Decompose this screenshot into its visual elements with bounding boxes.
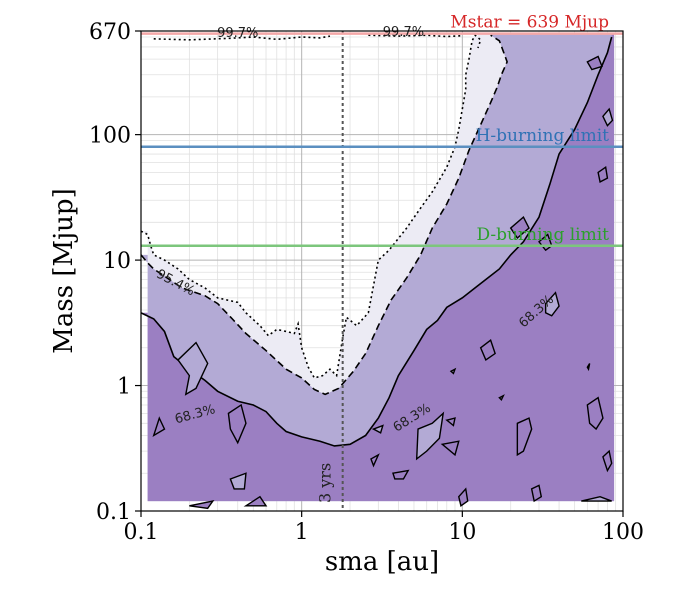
y-tick-label: 1 xyxy=(117,375,131,400)
contour-island xyxy=(602,107,614,127)
contour-line-68-3pct xyxy=(141,36,613,447)
y-tick-label: 670 xyxy=(89,20,131,45)
contour-regions xyxy=(141,33,615,502)
x-tick-label: 100 xyxy=(602,520,644,545)
contour-island xyxy=(516,417,533,457)
contour-island xyxy=(509,216,530,240)
x-axis-label: sma [au] xyxy=(325,547,439,577)
contour-island xyxy=(479,339,496,361)
contour-island xyxy=(440,440,460,457)
contour-line-99-7pct-top xyxy=(153,35,331,41)
contour-island xyxy=(530,484,543,503)
y-tick-label: 100 xyxy=(89,124,131,149)
contour-island xyxy=(177,341,209,396)
contour-line-99-7pct xyxy=(141,33,482,379)
contour-island xyxy=(371,424,384,434)
x-tick-label: 10 xyxy=(448,520,476,545)
contour-island xyxy=(544,291,560,317)
contour-island xyxy=(189,500,215,510)
contour-island xyxy=(392,469,410,480)
contour-island xyxy=(586,363,591,372)
contour-island xyxy=(597,166,609,183)
contour-line-99-7pct-top2 xyxy=(368,34,463,38)
reference-label-d-burning: D-burning limit xyxy=(476,225,609,245)
contour-label-99-7pct: 99.7% xyxy=(217,26,258,41)
contour-island xyxy=(457,487,469,507)
contour-island xyxy=(586,396,604,431)
contour-island xyxy=(602,449,613,473)
contour-island xyxy=(445,417,456,427)
contour-island xyxy=(449,367,457,375)
contour-label-99-7pct: 99.7% xyxy=(383,25,424,40)
vertical-line-label: 3 yrs xyxy=(316,463,335,503)
reference-label-mstar: Mstar = 639 Mjup xyxy=(450,13,609,33)
y-tick-label: 0.1 xyxy=(96,500,131,525)
axis-ticks: 0.1 1 10 100 0.1 1 10 100 670 xyxy=(89,20,644,545)
contour-fill-68-3pct xyxy=(141,34,615,502)
x-tick-label: 1 xyxy=(295,520,309,545)
contour-island xyxy=(581,495,612,502)
plot-frame xyxy=(140,30,624,512)
y-axis-label: Mass [Mjup] xyxy=(49,188,79,353)
contour-island xyxy=(243,495,268,507)
contour-island xyxy=(229,472,247,490)
contour-islands xyxy=(152,55,614,510)
reference-lines: 3 yrs Mstar = 639 Mjup H-burning limit D-bu… xyxy=(141,13,623,511)
contour-island xyxy=(415,411,445,461)
reference-label-h-burning: H-burning limit xyxy=(476,126,610,146)
x-tick-label: 0.1 xyxy=(124,520,159,545)
contour-island xyxy=(370,453,380,468)
contour-island xyxy=(586,55,603,71)
contour-island xyxy=(227,403,247,445)
contour-island xyxy=(152,416,166,438)
y-tick-label: 10 xyxy=(103,249,131,274)
contour-line-95-4pct xyxy=(141,34,508,396)
contour-island xyxy=(498,394,505,401)
